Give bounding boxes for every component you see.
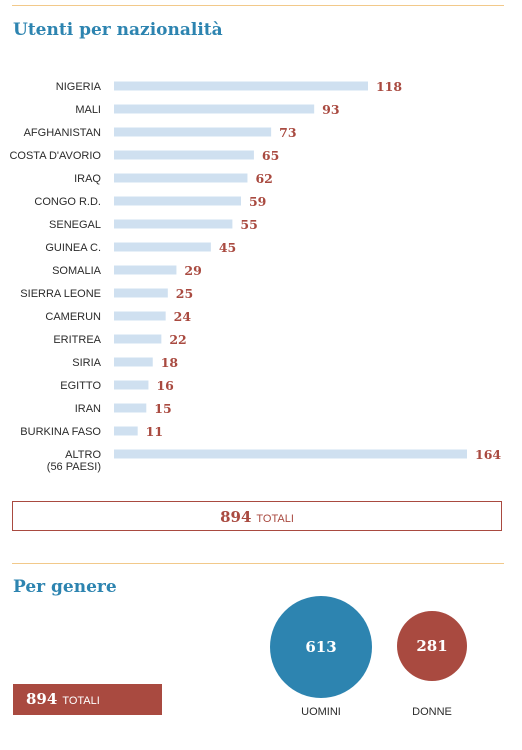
bar bbox=[114, 288, 168, 298]
value-label: 15 bbox=[154, 401, 171, 416]
women-label: DONNE bbox=[412, 706, 452, 718]
value-label: 73 bbox=[279, 125, 296, 140]
category-label: COSTA D'AVORIO bbox=[9, 150, 101, 162]
category-label: ERITREA bbox=[53, 334, 101, 346]
category-label: IRAQ bbox=[74, 173, 101, 185]
bar bbox=[114, 426, 138, 436]
gender-title: Per genere bbox=[13, 577, 117, 597]
bar bbox=[114, 150, 254, 160]
value-label: 45 bbox=[219, 240, 236, 255]
category-label: SIERRA LEONE bbox=[20, 288, 101, 300]
bar bbox=[114, 173, 248, 183]
value-label: 65 bbox=[262, 148, 279, 163]
bar bbox=[114, 334, 162, 344]
bar bbox=[114, 311, 166, 321]
bar bbox=[114, 449, 467, 459]
category-label: ALTRO bbox=[65, 449, 101, 461]
bar bbox=[114, 403, 147, 413]
top-rule bbox=[12, 5, 504, 6]
value-label: 29 bbox=[184, 263, 201, 278]
value-label: 55 bbox=[240, 217, 257, 232]
category-label: SOMALIA bbox=[52, 265, 102, 277]
nationality-bar-chart: NIGERIA 118 MALI 93 AFGHANISTAN 73 COSTA D'AVO… bbox=[9, 79, 501, 473]
value-label: 164 bbox=[475, 447, 501, 462]
men-label: UOMINI bbox=[301, 706, 341, 718]
nationality-total-label: TOTALI bbox=[256, 513, 294, 525]
value-label: 11 bbox=[146, 424, 163, 439]
category-label: AFGHANISTAN bbox=[24, 127, 101, 139]
gender-total-value: 894 bbox=[26, 690, 58, 708]
category-label: CONGO R.D. bbox=[34, 196, 101, 208]
bar bbox=[114, 81, 368, 91]
nationality-total-box: 894 TOTALI bbox=[12, 501, 502, 531]
bar bbox=[114, 357, 153, 367]
category-label: BURKINA FASO bbox=[20, 426, 101, 438]
bar bbox=[114, 219, 233, 229]
value-label: 18 bbox=[161, 355, 179, 370]
value-label: 93 bbox=[322, 102, 339, 117]
category-sublabel: (56 PAESI) bbox=[47, 461, 101, 473]
value-label: 25 bbox=[176, 286, 193, 301]
gender-total-label: TOTALI bbox=[62, 695, 100, 707]
men-value: 613 bbox=[305, 638, 337, 656]
category-label: IRAN bbox=[75, 403, 101, 415]
women-circle: 281 bbox=[397, 611, 467, 681]
value-label: 22 bbox=[169, 332, 186, 347]
nationality-total-value: 894 bbox=[220, 508, 252, 526]
category-label: GUINEA C. bbox=[45, 242, 101, 254]
men-circle: 613 bbox=[270, 596, 372, 698]
section-rule bbox=[12, 563, 504, 564]
bar bbox=[114, 127, 272, 137]
gender-total-box: 894 TOTALI bbox=[13, 684, 162, 715]
value-label: 62 bbox=[255, 171, 272, 186]
bar bbox=[114, 104, 315, 114]
category-label: SENEGAL bbox=[49, 219, 101, 231]
value-label: 24 bbox=[174, 309, 192, 324]
bar bbox=[114, 380, 149, 390]
bar bbox=[114, 265, 177, 275]
category-label: SIRIA bbox=[72, 357, 101, 369]
category-label: EGITTO bbox=[60, 380, 101, 392]
value-label: 118 bbox=[376, 79, 402, 94]
category-label: NIGERIA bbox=[56, 81, 102, 93]
category-label: CAMERUN bbox=[45, 311, 101, 323]
women-value: 281 bbox=[416, 637, 448, 655]
value-label: 16 bbox=[156, 378, 174, 393]
value-label: 59 bbox=[249, 194, 266, 209]
category-label: MALI bbox=[75, 104, 101, 116]
bar bbox=[114, 242, 211, 252]
bar bbox=[114, 196, 241, 206]
nationality-title: Utenti per nazionalità bbox=[13, 20, 223, 40]
